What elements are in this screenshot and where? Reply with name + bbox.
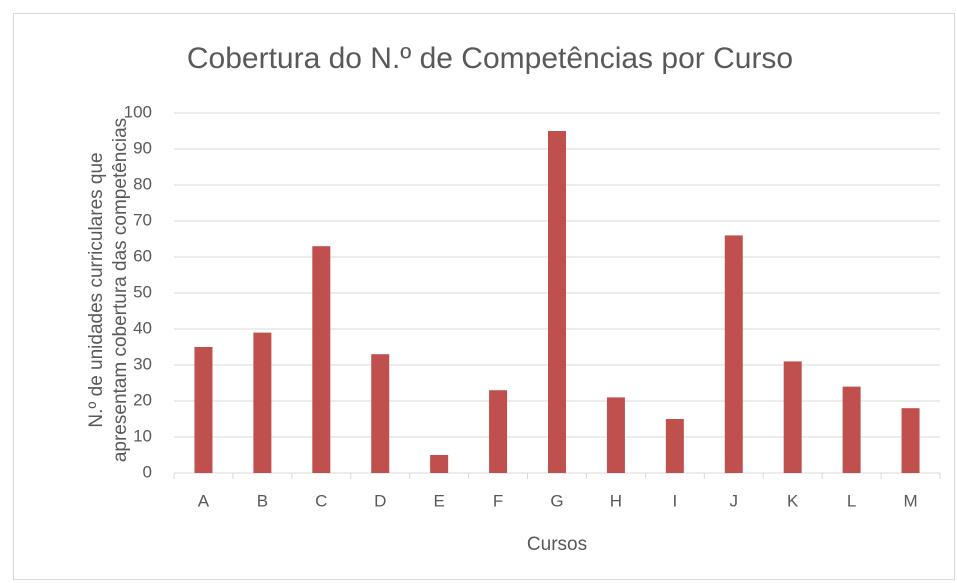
chart-title: Cobertura do N.º de Competências por Cur… <box>187 42 793 75</box>
bar <box>724 235 743 473</box>
y-tick-label: 60 <box>133 246 152 265</box>
bar <box>783 361 802 473</box>
x-tick-label: H <box>610 491 622 510</box>
y-tick-label: 0 <box>143 462 152 481</box>
y-tick-label: 50 <box>133 282 152 301</box>
bar <box>312 246 331 473</box>
x-tick-label: E <box>433 491 444 510</box>
y-tick-label: 100 <box>124 102 152 121</box>
bar <box>548 131 566 473</box>
y-tick-label: 90 <box>133 138 152 157</box>
bar <box>194 347 213 473</box>
x-tick-label: F <box>493 491 503 510</box>
bar <box>665 419 684 473</box>
x-tick-label: B <box>257 491 268 510</box>
y-tick-label: 80 <box>133 174 152 193</box>
bar <box>430 455 449 473</box>
x-tick-label: L <box>847 491 856 510</box>
x-axis-label: Cursos <box>527 534 587 555</box>
y-axis-label: apresentam cobertura das competências <box>110 118 131 462</box>
x-tick-label: A <box>198 491 210 510</box>
bar <box>489 390 508 473</box>
x-tick-label: M <box>903 491 917 510</box>
x-tick-label: K <box>787 491 799 510</box>
x-tick-label: J <box>730 491 739 510</box>
x-tick-label: D <box>374 491 386 510</box>
y-tick-label: 30 <box>133 354 152 373</box>
y-tick-label: 70 <box>133 210 152 229</box>
bar <box>606 397 625 473</box>
chart-border <box>13 13 955 580</box>
bar <box>371 354 390 473</box>
y-tick-label: 10 <box>133 426 152 445</box>
y-tick-label: 20 <box>133 390 152 409</box>
x-tick-label: I <box>672 491 677 510</box>
x-tick-label: C <box>315 491 327 510</box>
bar <box>253 332 272 473</box>
bar <box>842 386 861 473</box>
y-tick-label: 40 <box>133 318 152 337</box>
bar <box>901 408 920 473</box>
x-tick-label: G <box>550 491 563 510</box>
y-axis-label: N.º de unidades curriculares que <box>86 152 107 427</box>
